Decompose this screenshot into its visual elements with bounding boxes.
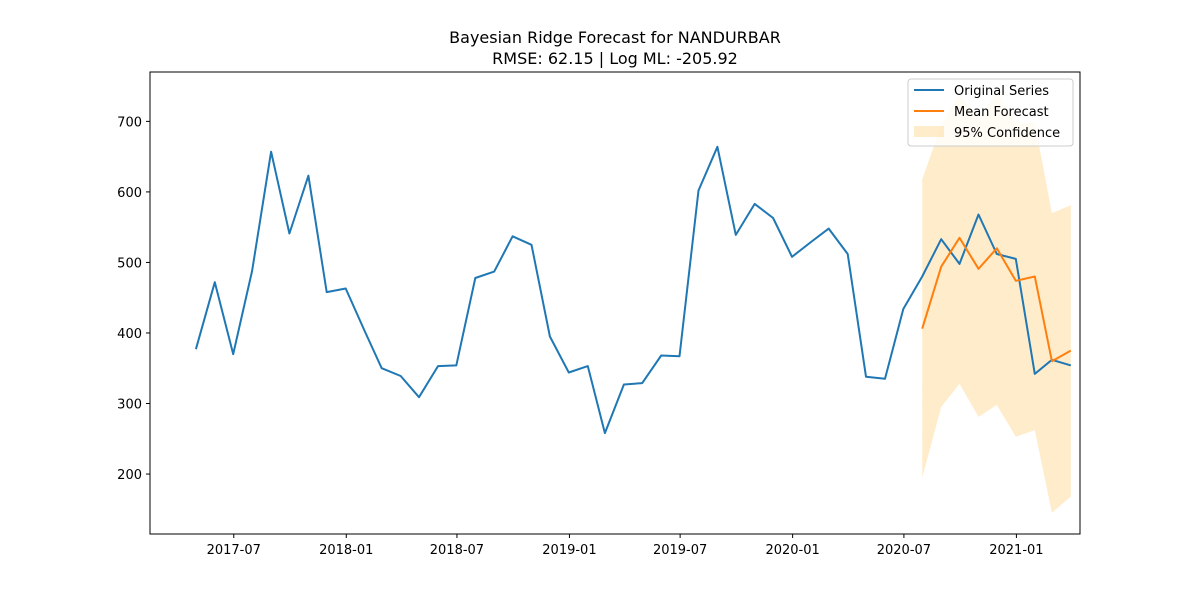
y-tick-label: 700 <box>117 115 142 130</box>
legend: Original Series Mean Forecast 95% Confid… <box>907 78 1074 147</box>
legend-patch-confidence <box>914 126 944 137</box>
x-tick-label: 2018-07 <box>430 543 484 558</box>
x-tick-label: 2020-01 <box>765 543 819 558</box>
original-series-line <box>194 145 1072 435</box>
x-tick-label: 2017-07 <box>207 543 261 558</box>
legend-label-original: Original Series <box>954 84 1049 99</box>
chart-title: Bayesian Ridge Forecast for NANDURBAR <box>449 28 781 47</box>
plot-layer <box>194 91 1072 513</box>
y-tick-label: 300 <box>117 398 142 413</box>
x-tick-label: 2019-07 <box>653 543 707 558</box>
ticks-layer: 2017-07 2018-01 2018-07 2019-01 2019-07 2020-… <box>117 115 1043 558</box>
legend-box <box>907 78 1074 147</box>
x-tick-label: 2020-07 <box>877 543 931 558</box>
confidence-band <box>922 91 1071 513</box>
mean-forecast-line <box>921 236 1072 363</box>
legend-label-confidence: 95% Confidence <box>954 126 1060 141</box>
y-tick-label: 200 <box>117 468 142 483</box>
x-tick-label: 2021-01 <box>989 543 1043 558</box>
y-tick-label: 400 <box>117 327 142 342</box>
y-tick-label: 600 <box>117 186 142 201</box>
x-tick-label: 2018-01 <box>319 543 373 558</box>
x-tick-label: 2019-01 <box>542 543 596 558</box>
legend-label-forecast: Mean Forecast <box>954 105 1049 120</box>
y-tick-label: 500 <box>117 256 142 271</box>
axes-frame <box>149 71 1081 535</box>
chart-subtitle: RMSE: 62.15 | Log ML: -205.92 <box>492 49 738 68</box>
